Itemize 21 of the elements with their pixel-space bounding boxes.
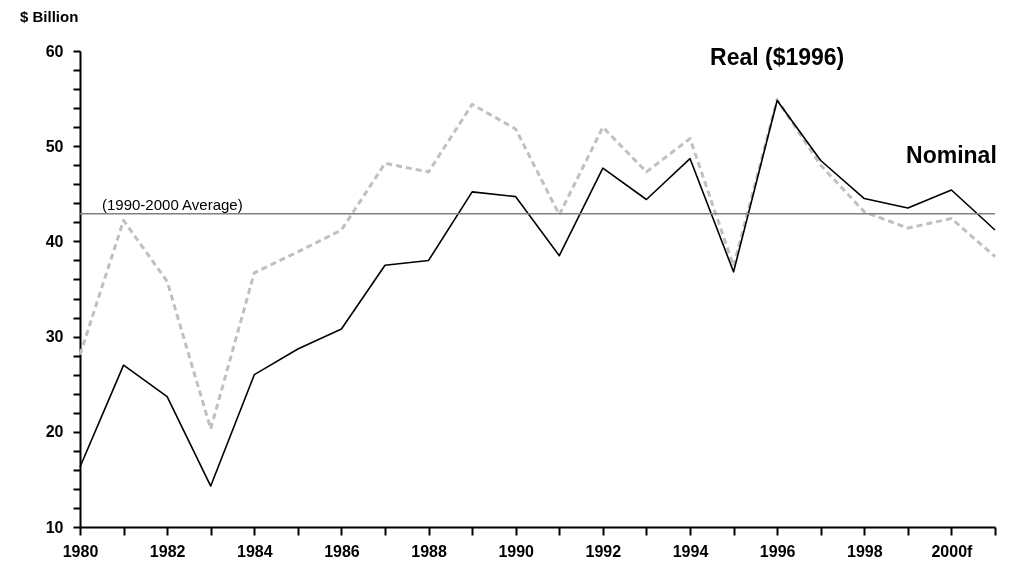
x-tick-label: 1996	[759, 542, 796, 560]
x-tick-label: 1992	[585, 542, 622, 560]
y-tick-label: 30	[45, 328, 64, 346]
x-tick-label: 1986	[324, 542, 360, 560]
y-tick-label: 60	[45, 42, 64, 60]
series-label: Real ($1996)	[710, 43, 845, 70]
x-tick-label: 1990	[498, 542, 535, 560]
y-tick-label: 20	[45, 423, 64, 441]
x-tick-label: 1982	[149, 542, 186, 560]
x-tick-label: 1980	[62, 542, 99, 560]
y-axis-title: $ Billion	[20, 8, 79, 25]
x-tick-label: 1998	[846, 542, 883, 560]
y-tick-label: 10	[45, 518, 64, 536]
y-tick-label: 40	[45, 232, 64, 250]
x-tick-label: 1988	[411, 542, 447, 560]
series-label: Nominal	[906, 141, 997, 168]
x-tick-label: 1994	[672, 542, 709, 560]
x-tick-label: 2000f	[931, 542, 974, 560]
x-tick-label: 1984	[236, 542, 273, 560]
ref-line-label: (1990-2000 Average)	[102, 195, 243, 213]
y-tick-label: 50	[45, 137, 64, 155]
